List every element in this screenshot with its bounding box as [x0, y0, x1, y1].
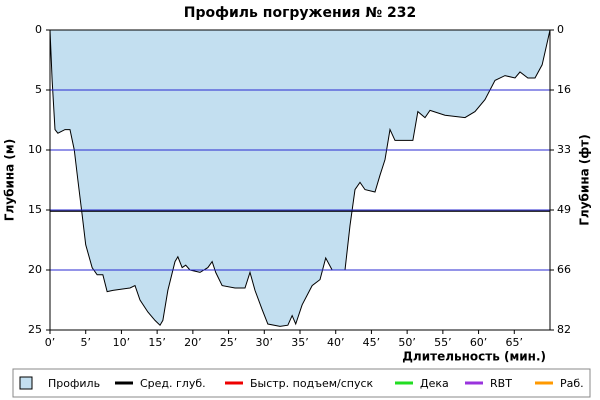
y2-tick-label: 49: [557, 203, 571, 216]
chart-title: Профиль погружения № 232: [184, 5, 417, 21]
legend-label: Дека: [420, 377, 449, 390]
y2-tick-label: 33: [557, 143, 571, 156]
legend-box: [12, 368, 591, 398]
x-tick-label: 45’: [363, 336, 381, 349]
legend-label: Быстр. подъем/спуск: [250, 377, 374, 390]
legend-label: Раб.: [560, 377, 584, 390]
x-tick-label: 10’: [113, 336, 131, 349]
legend-label: Профиль: [48, 377, 100, 390]
x-tick-label: 50’: [398, 336, 416, 349]
x-tick-label: 30’: [256, 336, 274, 349]
legend-label: Сред. глуб.: [140, 377, 206, 390]
x-tick-label: 25’: [220, 336, 238, 349]
y-tick-label: 10: [28, 143, 42, 156]
x-axis-label: Длительность (мин.): [402, 350, 546, 364]
x-tick-label: 55’: [434, 336, 452, 349]
legend-swatch: [19, 376, 33, 390]
y-tick-label: 15: [28, 203, 42, 216]
y2-tick-label: 16: [557, 83, 571, 96]
x-tick-label: 40’: [327, 336, 345, 349]
y-tick-label: 5: [35, 83, 42, 96]
y2-axis-label: Глубина (фт): [578, 134, 592, 225]
y-tick-label: 25: [28, 323, 42, 336]
x-tick-label: 35’: [291, 336, 309, 349]
y-axis-label: Глубина (м): [3, 139, 17, 221]
x-tick-label: 65’: [506, 336, 524, 349]
y-tick-label: 20: [28, 263, 42, 276]
y2-tick-label: 0: [557, 23, 564, 36]
profile-area: [49, 29, 551, 327]
legend-label: RBT: [490, 377, 512, 390]
y2-tick-label: 82: [557, 323, 571, 336]
y2-tick-label: 66: [557, 263, 571, 276]
x-tick-label: 5’: [80, 336, 91, 349]
x-tick-label: 15’: [148, 336, 166, 349]
x-tick-label: 0’: [45, 336, 56, 349]
x-tick-label: 60’: [470, 336, 488, 349]
x-tick-label: 20’: [184, 336, 202, 349]
y-tick-label: 0: [35, 23, 42, 36]
